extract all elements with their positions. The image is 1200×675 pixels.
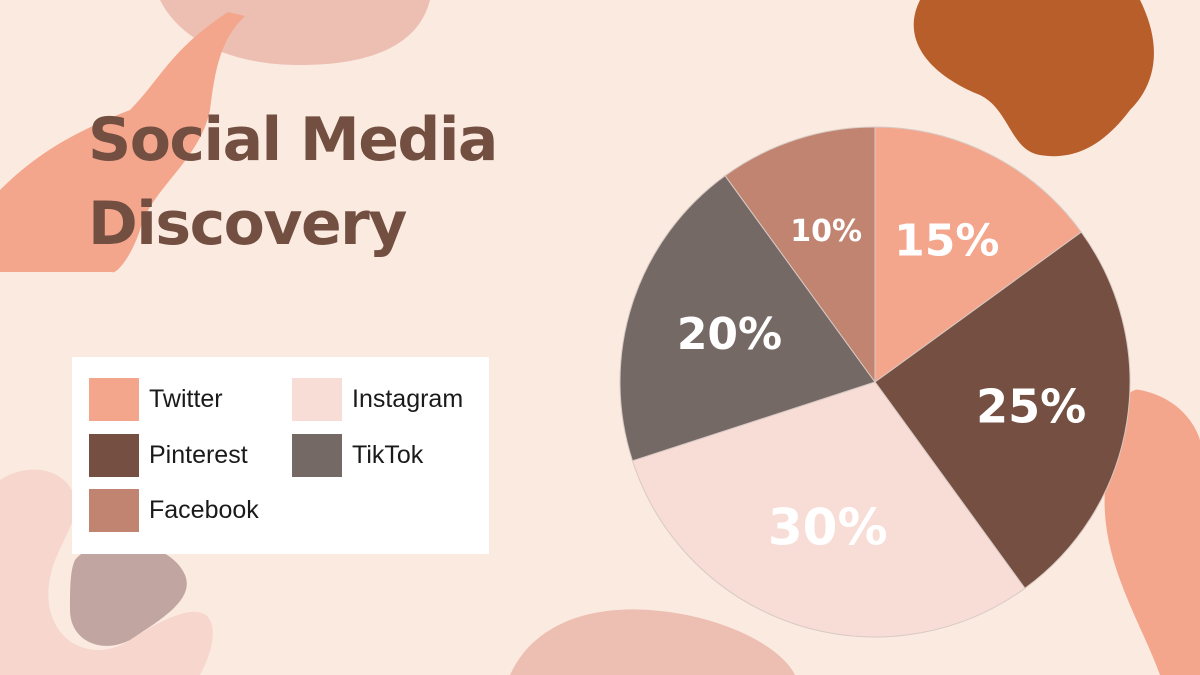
legend-swatch — [292, 434, 342, 477]
data-label-facebook: 10% — [790, 214, 862, 249]
legend-label: Twitter — [149, 385, 223, 413]
chart-title: Social Media Discovery — [88, 105, 498, 259]
legend-item-facebook: Facebook — [89, 489, 259, 532]
legend-label: TikTok — [352, 441, 424, 469]
pie-slice-facebook — [724, 126, 876, 384]
legend-swatch — [292, 378, 342, 421]
legend-swatch — [89, 378, 139, 421]
pie-slice-twitter — [874, 126, 1082, 383]
legend-item-pinterest: Pinterest — [89, 434, 248, 477]
legend-item-tiktok: TikTok — [292, 434, 423, 477]
legend-swatch — [89, 489, 139, 532]
legend-item-twitter: Twitter — [89, 378, 223, 421]
pie-slice-tiktok — [619, 175, 876, 462]
legend-label: Facebook — [149, 496, 259, 524]
data-label-instagram: 30% — [768, 499, 888, 557]
pie-slice-pinterest — [874, 231, 1131, 589]
chart-legend: Twitter Instagram Pinterest TikTok Faceb… — [72, 357, 489, 554]
data-label-tiktok: 20% — [677, 309, 782, 360]
legend-swatch — [89, 434, 139, 477]
legend-item-instagram: Instagram — [292, 378, 463, 421]
data-label-twitter: 15% — [894, 216, 999, 267]
pie-slice-instagram — [631, 381, 1026, 638]
data-label-pinterest: 25% — [976, 380, 1086, 434]
legend-label: Pinterest — [149, 441, 248, 469]
legend-label: Instagram — [352, 385, 464, 413]
